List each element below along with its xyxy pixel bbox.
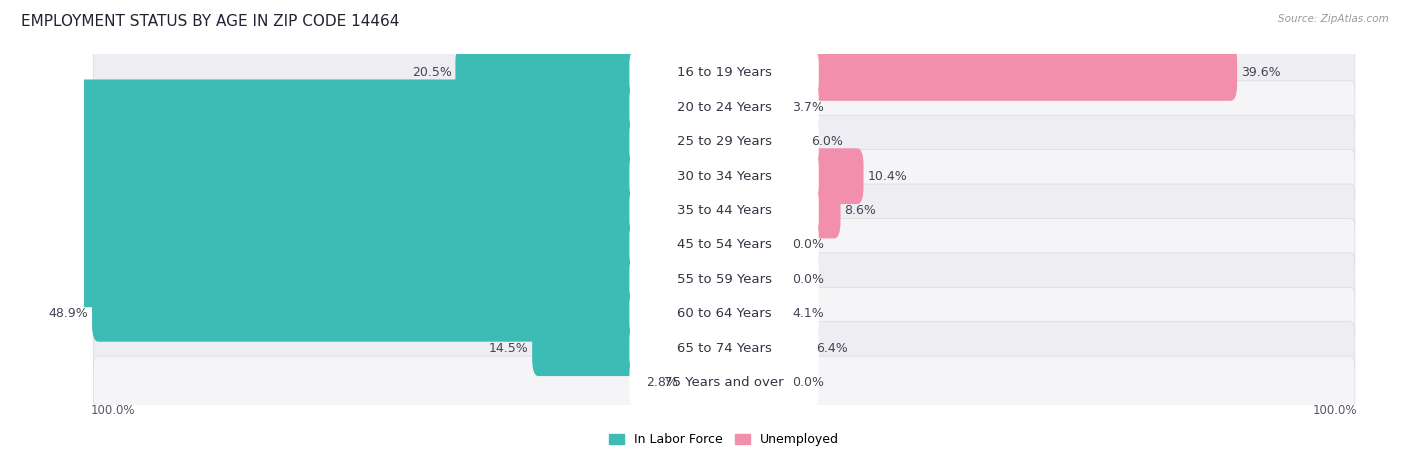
FancyBboxPatch shape <box>456 45 731 101</box>
Text: 4.1%: 4.1% <box>792 307 824 320</box>
Text: 0.0%: 0.0% <box>792 376 824 389</box>
FancyBboxPatch shape <box>717 148 863 204</box>
Text: 20.5%: 20.5% <box>412 67 451 80</box>
FancyBboxPatch shape <box>717 45 1237 101</box>
FancyBboxPatch shape <box>93 46 1355 99</box>
Text: EMPLOYMENT STATUS BY AGE IN ZIP CODE 14464: EMPLOYMENT STATUS BY AGE IN ZIP CODE 144… <box>21 14 399 28</box>
FancyBboxPatch shape <box>630 360 818 405</box>
Text: 25 to 29 Years: 25 to 29 Years <box>676 135 772 148</box>
Text: 60 to 64 Years: 60 to 64 Years <box>676 307 772 320</box>
FancyBboxPatch shape <box>630 291 818 337</box>
Text: 8.6%: 8.6% <box>845 204 876 217</box>
Text: 35 to 44 Years: 35 to 44 Years <box>676 204 772 217</box>
FancyBboxPatch shape <box>630 325 818 371</box>
FancyBboxPatch shape <box>630 50 818 96</box>
Text: 6.0%: 6.0% <box>811 135 844 148</box>
FancyBboxPatch shape <box>630 119 818 164</box>
Text: 0.0%: 0.0% <box>792 273 824 286</box>
Legend: In Labor Force, Unemployed: In Labor Force, Unemployed <box>605 428 844 450</box>
Text: 2.8%: 2.8% <box>647 376 678 389</box>
Text: 10.4%: 10.4% <box>868 170 907 183</box>
FancyBboxPatch shape <box>717 252 789 307</box>
FancyBboxPatch shape <box>630 153 818 199</box>
FancyBboxPatch shape <box>93 150 1355 202</box>
Text: 75 Years and over: 75 Years and over <box>664 376 785 389</box>
FancyBboxPatch shape <box>717 355 789 410</box>
FancyBboxPatch shape <box>630 222 818 268</box>
FancyBboxPatch shape <box>93 81 1355 134</box>
Text: 39.6%: 39.6% <box>1241 67 1281 80</box>
FancyBboxPatch shape <box>93 184 1355 237</box>
FancyBboxPatch shape <box>533 320 731 376</box>
FancyBboxPatch shape <box>93 322 1355 375</box>
Text: Source: ZipAtlas.com: Source: ZipAtlas.com <box>1278 14 1389 23</box>
FancyBboxPatch shape <box>0 114 731 170</box>
Text: 0.0%: 0.0% <box>792 238 824 252</box>
FancyBboxPatch shape <box>93 253 1355 306</box>
FancyBboxPatch shape <box>630 85 818 130</box>
Text: 55 to 59 Years: 55 to 59 Years <box>676 273 772 286</box>
Text: 16 to 19 Years: 16 to 19 Years <box>676 67 772 80</box>
FancyBboxPatch shape <box>0 183 731 238</box>
Text: 100.0%: 100.0% <box>1313 404 1357 417</box>
FancyBboxPatch shape <box>682 355 731 410</box>
Text: 65 to 74 Years: 65 to 74 Years <box>676 342 772 355</box>
FancyBboxPatch shape <box>93 115 1355 168</box>
FancyBboxPatch shape <box>717 114 807 170</box>
FancyBboxPatch shape <box>93 287 1355 340</box>
FancyBboxPatch shape <box>0 217 731 273</box>
Text: 48.9%: 48.9% <box>48 307 89 320</box>
FancyBboxPatch shape <box>0 80 731 135</box>
FancyBboxPatch shape <box>717 80 789 135</box>
Text: 30 to 34 Years: 30 to 34 Years <box>676 170 772 183</box>
Text: 14.5%: 14.5% <box>488 342 529 355</box>
FancyBboxPatch shape <box>91 286 731 342</box>
FancyBboxPatch shape <box>717 217 789 273</box>
FancyBboxPatch shape <box>717 286 789 342</box>
Text: 45 to 54 Years: 45 to 54 Years <box>676 238 772 252</box>
FancyBboxPatch shape <box>93 356 1355 409</box>
FancyBboxPatch shape <box>717 183 841 238</box>
Text: 3.7%: 3.7% <box>792 101 824 114</box>
Text: 6.4%: 6.4% <box>817 342 848 355</box>
Text: 100.0%: 100.0% <box>91 404 135 417</box>
FancyBboxPatch shape <box>93 219 1355 271</box>
FancyBboxPatch shape <box>630 188 818 233</box>
FancyBboxPatch shape <box>717 320 813 376</box>
Text: 20 to 24 Years: 20 to 24 Years <box>676 101 772 114</box>
FancyBboxPatch shape <box>630 256 818 302</box>
FancyBboxPatch shape <box>0 148 731 204</box>
FancyBboxPatch shape <box>0 252 731 307</box>
